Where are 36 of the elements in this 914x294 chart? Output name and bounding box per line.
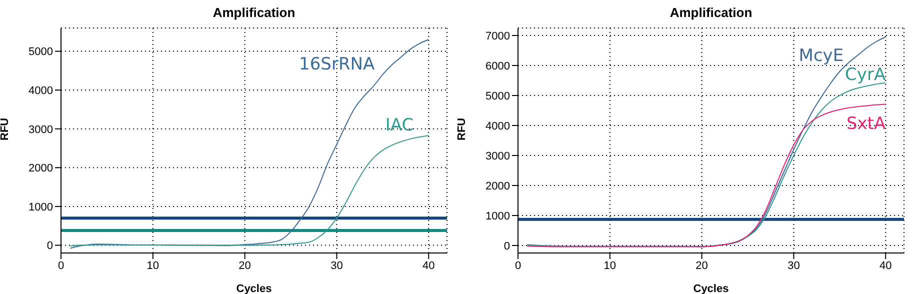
y-tick-label: 0: [504, 240, 510, 252]
x-tick-label: 40: [879, 260, 892, 272]
series-label: 16SrRNA: [299, 54, 375, 75]
y-tick-label: 7000: [486, 30, 510, 42]
y-tick-label: 6000: [486, 60, 510, 72]
chart-title: Amplification: [212, 5, 296, 20]
series-label: SxtA: [846, 114, 886, 134]
x-tick-label: 10: [604, 260, 616, 272]
series-label: McyE: [798, 46, 844, 66]
y-tick-label: 5000: [28, 46, 53, 58]
x-tick-label: 30: [330, 260, 343, 272]
x-tick-label: 30: [788, 260, 800, 272]
y-tick-label: 4000: [28, 84, 53, 97]
x-tick-label: 20: [696, 260, 708, 272]
y-tick-label: 1000: [486, 210, 510, 222]
series-label: IAC: [385, 115, 414, 136]
y-tick-label: 0: [46, 240, 53, 252]
y-tick-label: 2000: [28, 162, 53, 175]
y-tick-label: 2000: [486, 180, 510, 192]
y-tick-label: 5000: [486, 90, 510, 102]
x-tick-label: 40: [422, 260, 435, 272]
x-tick-label: 10: [146, 260, 160, 272]
x-tick-label: 0: [514, 260, 522, 272]
series-label: CyrA: [845, 64, 886, 85]
x-tick-label: 20: [238, 260, 251, 272]
y-tick-label: 4000: [486, 120, 510, 132]
chart-title: Amplification: [670, 5, 752, 20]
x-axis-title: Cycles: [693, 283, 729, 294]
line-series: [70, 134, 430, 247]
x-axis-title: Cycles: [236, 283, 272, 294]
y-tick-label: 1000: [28, 201, 53, 214]
x-tick-label: 0: [58, 260, 64, 272]
y-axis-title: RFU: [456, 118, 468, 140]
y-tick-label: 3000: [28, 124, 53, 136]
y-axis-title: RFU: [0, 118, 11, 140]
y-tick-label: 3000: [486, 150, 510, 162]
